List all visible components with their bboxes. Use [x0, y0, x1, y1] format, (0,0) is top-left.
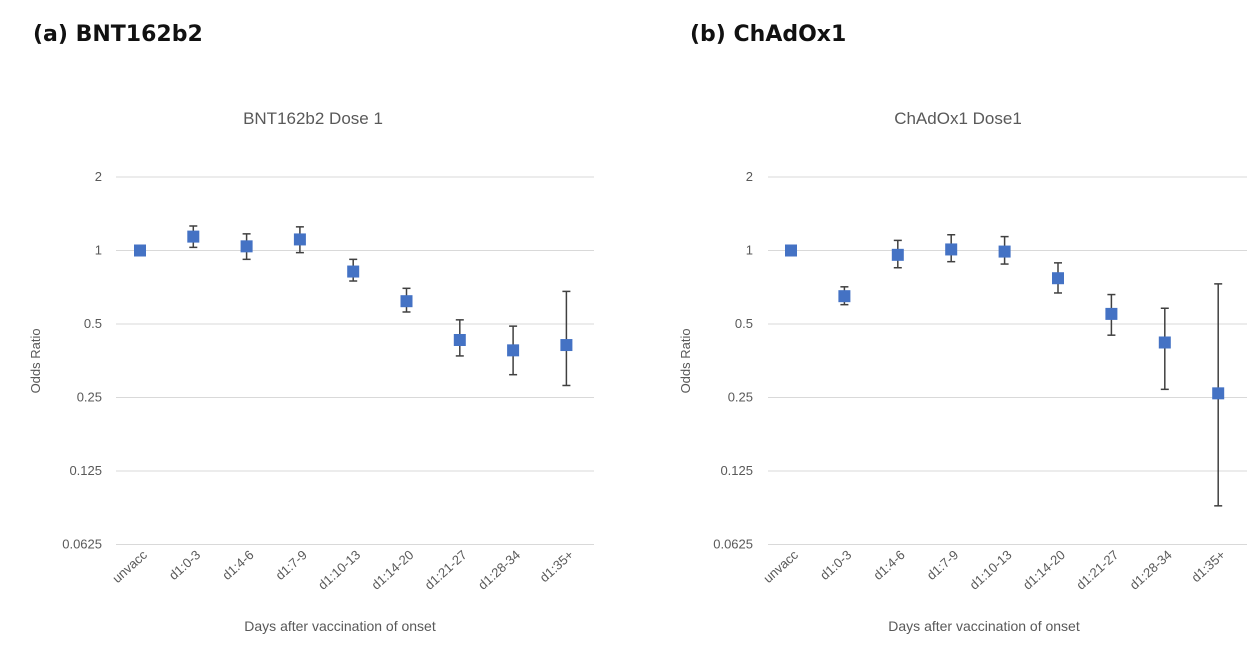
- x-tick-label: d1:21-27: [422, 547, 470, 592]
- data-point: [838, 290, 851, 303]
- data-point: [134, 244, 146, 257]
- x-tick-label: d1:7-9: [924, 547, 961, 583]
- y-tick-label: 1: [746, 243, 753, 258]
- y-axis-label: Odds Ratio: [678, 328, 693, 393]
- data-point: [945, 243, 958, 256]
- data-point: [1052, 272, 1064, 285]
- y-tick-label: 2: [95, 169, 102, 184]
- data-point: [1158, 336, 1171, 349]
- data-point: [560, 339, 573, 352]
- x-tick-label: unvacc: [760, 547, 801, 586]
- x-tick-label: d1:10-13: [315, 547, 363, 592]
- data-point: [785, 244, 797, 257]
- x-tick-label: d1:14-20: [1020, 547, 1068, 592]
- y-tick-label: 0.5: [735, 316, 753, 331]
- data-point: [240, 240, 253, 253]
- y-tick-label: 2: [746, 169, 753, 184]
- x-tick-label: unvacc: [109, 547, 150, 586]
- data-point: [1105, 307, 1118, 320]
- panel-b-label: (b) ChAdOx1: [690, 22, 847, 47]
- chart-title: ChAdOx1 Dose1: [894, 109, 1022, 128]
- data-point: [347, 265, 360, 278]
- x-tick-label: d1:21-27: [1073, 547, 1121, 592]
- x-axis-label: Days after vaccination of onset: [888, 618, 1080, 634]
- x-tick-label: d1:14-20: [368, 547, 416, 592]
- data-point: [187, 230, 200, 243]
- y-tick-label: 0.125: [69, 463, 102, 478]
- y-axis-label: Odds Ratio: [28, 328, 43, 393]
- data-point: [998, 245, 1011, 258]
- data-point: [400, 295, 413, 308]
- x-tick-label: d1:35+: [537, 547, 577, 585]
- x-tick-label: d1:10-13: [966, 547, 1014, 592]
- y-tick-label: 1: [95, 243, 102, 258]
- data-point: [891, 248, 904, 261]
- x-tick-label: d1:4-6: [870, 547, 907, 583]
- x-tick-label: d1:4-6: [219, 547, 256, 583]
- x-tick-label: d1:7-9: [272, 547, 309, 583]
- x-tick-label: d1:28-34: [475, 547, 523, 592]
- y-tick-label: 0.0625: [62, 537, 102, 552]
- chart-title: BNT162b2 Dose 1: [243, 109, 383, 128]
- y-tick-label: 0.25: [728, 390, 753, 405]
- y-tick-label: 0.125: [720, 463, 753, 478]
- y-tick-label: 0.0625: [713, 537, 753, 552]
- data-point: [507, 344, 520, 357]
- x-tick-label: d1:0-3: [166, 547, 203, 583]
- y-tick-label: 0.5: [84, 316, 102, 331]
- data-point: [453, 333, 466, 346]
- panel-a-label: (a) BNT162b2: [33, 22, 203, 47]
- x-tick-label: d1:0-3: [817, 547, 854, 583]
- x-axis-label: Days after vaccination of onset: [244, 618, 436, 634]
- y-tick-label: 0.25: [77, 390, 102, 405]
- data-point: [1212, 387, 1225, 400]
- x-tick-label: d1:28-34: [1127, 547, 1175, 592]
- data-point: [293, 233, 306, 246]
- x-tick-label: d1:35+: [1188, 547, 1228, 585]
